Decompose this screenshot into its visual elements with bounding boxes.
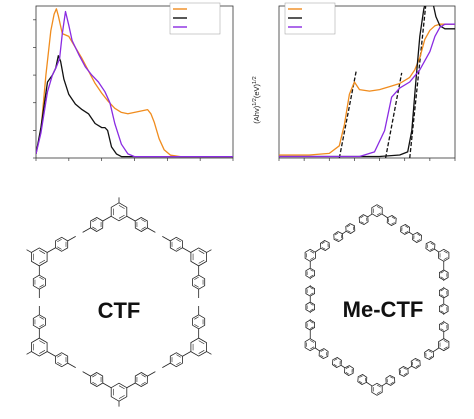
linker-bond — [368, 214, 372, 217]
linker-bond — [147, 228, 155, 233]
linker-bond — [342, 231, 346, 233]
linker-bond — [103, 216, 111, 221]
ylabel-mid: (eV) — [252, 83, 261, 98]
me-ctf-structure-panel: Me-CTF — [237, 190, 474, 414]
me-ctf-structure: Me-CTF — [237, 190, 474, 414]
linker-bond — [435, 249, 439, 252]
absorbance-chart-panel — [0, 0, 237, 190]
linker-bond — [103, 383, 111, 388]
linker-bond — [147, 372, 155, 377]
linker-bond — [68, 236, 76, 241]
linker-bond — [83, 372, 91, 377]
linker-bond — [315, 248, 321, 252]
linker-bond — [127, 216, 135, 221]
linker-bond — [47, 352, 55, 357]
linker-bond — [162, 363, 170, 368]
linker-bond — [68, 363, 76, 368]
me-ctf-label: Me-CTF — [343, 297, 424, 322]
ctf-structure-panel: CTF — [0, 190, 237, 414]
methyl-bond — [27, 250, 32, 253]
linker-bond — [366, 382, 372, 386]
ylabel-exp1: 1/2 — [252, 98, 258, 106]
series-line-tp-ctf — [279, 24, 455, 155]
linker-bond — [408, 366, 412, 368]
methyl-bond — [207, 250, 212, 253]
linker-bond — [127, 383, 135, 388]
linker-bond — [182, 352, 190, 357]
methyl-bond — [207, 352, 212, 355]
ctf-label: CTF — [98, 298, 141, 323]
linker-bond — [47, 248, 55, 253]
linker-bond — [409, 232, 413, 234]
ctf-structure: CTF — [0, 190, 237, 414]
ylabel-exp2: 1/2 — [252, 76, 258, 84]
linker-bond — [382, 383, 386, 386]
linker-bond — [83, 228, 91, 233]
methyl-bond — [27, 352, 32, 355]
tauc-plot-panel: (Ahv)1/2(eV)1/2 — [237, 0, 474, 190]
tauc-y-axis-label: (Ahv)1/2(eV)1/2 — [252, 76, 261, 123]
linker-bond — [433, 348, 439, 352]
linker-bond — [182, 248, 190, 253]
series-line-ctf — [36, 56, 233, 157]
linker-bond — [341, 365, 345, 367]
absorbance-chart — [0, 0, 237, 190]
linker-bond — [382, 214, 388, 218]
tauc-plot: (Ahv)1/2(eV)1/2 — [237, 0, 474, 190]
ylabel-base: (Ahv) — [252, 105, 261, 123]
linker-bond — [315, 348, 319, 351]
linker-bond — [162, 236, 170, 241]
